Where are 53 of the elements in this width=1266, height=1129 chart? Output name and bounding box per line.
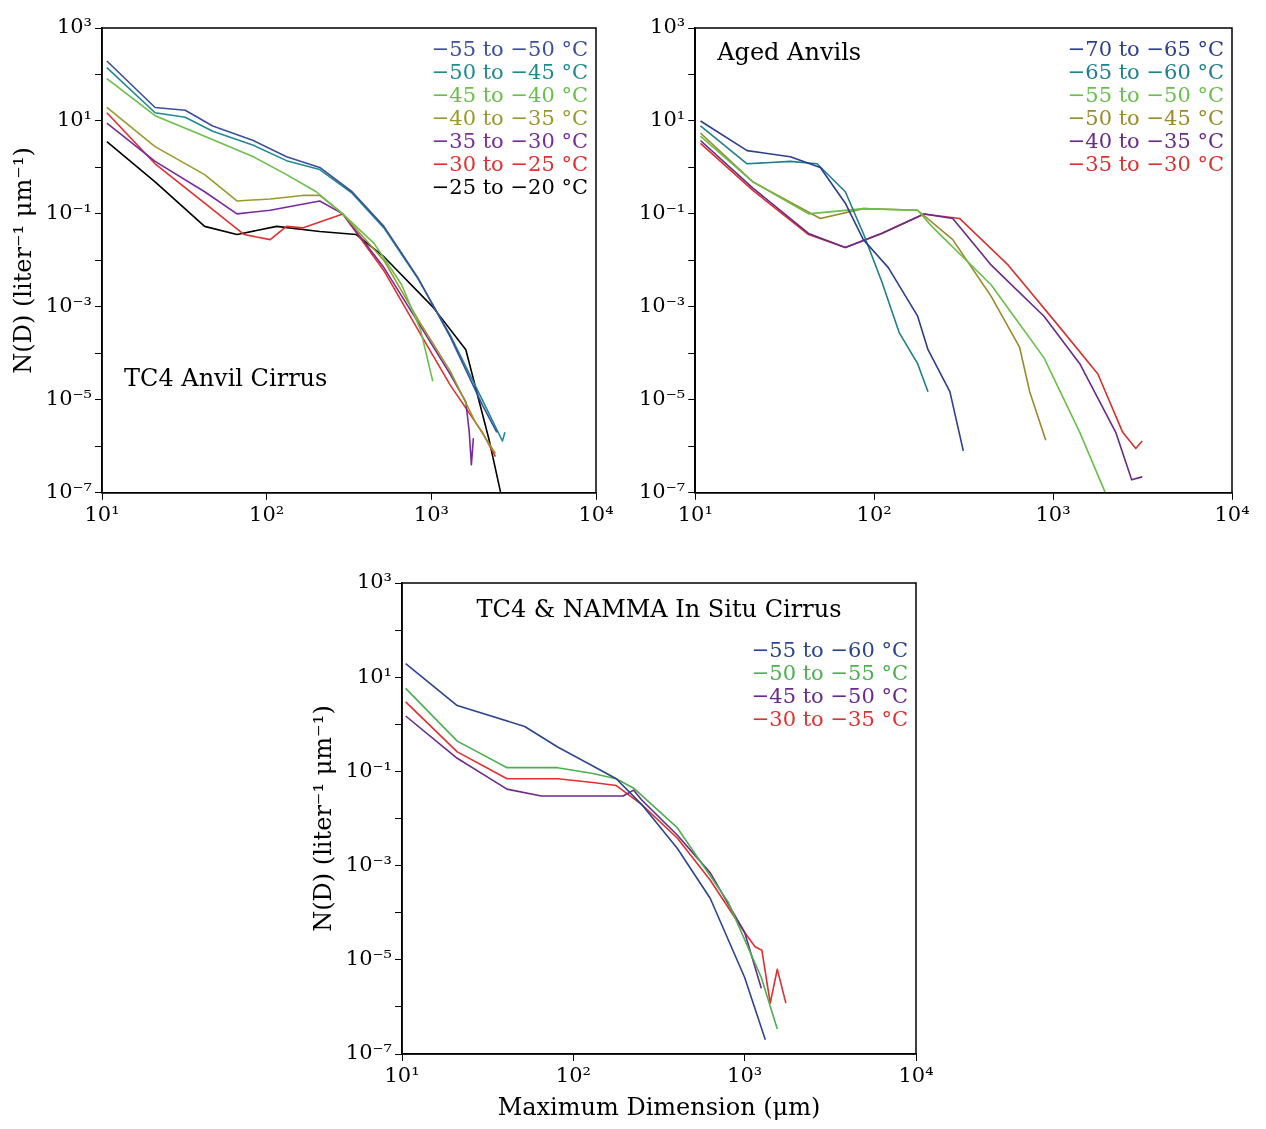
y-tick-label: 10⁻¹ xyxy=(345,757,393,782)
text: −55 to −60 °C xyxy=(751,637,908,662)
text: −45 to −40 °C xyxy=(431,82,588,107)
text: −70 to −65 °C xyxy=(1067,36,1224,61)
text: −65 to −60 °C xyxy=(1067,59,1224,84)
x-tick-label: 10² xyxy=(856,501,892,526)
x-tick-label: 10⁴ xyxy=(1214,501,1250,526)
x-tick-label: 10⁴ xyxy=(898,1063,934,1088)
y-tick-label: 10³ xyxy=(650,14,686,39)
text: −45 to −50 °C xyxy=(751,683,908,708)
y-tick-label: 10⁻⁵ xyxy=(45,386,93,411)
x-tick-label: 10³ xyxy=(413,501,449,526)
x-axis-title: Maximum Dimension (μm) xyxy=(497,1092,821,1121)
y-axis-title: N(D) (liter⁻¹ μm⁻¹) xyxy=(8,147,37,374)
text: −55 to −50 °C xyxy=(431,36,588,61)
x-tick-label: 10³ xyxy=(727,1063,763,1088)
x-tick-label: 10² xyxy=(249,501,285,526)
text: −35 to −30 °C xyxy=(431,128,588,153)
text: −50 to −55 °C xyxy=(751,660,908,685)
y-tick-label: 10⁻⁷ xyxy=(345,1040,393,1065)
text: −30 to −25 °C xyxy=(431,151,588,176)
y-tick-label: 10¹ xyxy=(650,107,686,132)
y-tick-label: 10⁻⁵ xyxy=(345,946,393,971)
y-tick-label: 10⁻³ xyxy=(345,852,393,877)
x-tick-label: 10² xyxy=(555,1063,591,1088)
y-tick-label: 10¹ xyxy=(356,663,393,688)
x-tick-label: 10⁴ xyxy=(578,501,614,526)
y-tick-label: 10⁻¹ xyxy=(45,200,93,225)
y-tick-label: 10⁻⁵ xyxy=(638,386,686,411)
x-tick-label: 10¹ xyxy=(384,1063,420,1088)
y-tick-label: 10⁻¹ xyxy=(638,200,686,225)
y-axis-title: N(D) (liter⁻¹ μm⁻¹) xyxy=(308,705,337,932)
text: −55 to −50 °C xyxy=(1067,82,1224,107)
y-tick-label: 10⁻⁷ xyxy=(638,479,686,504)
y-tick-label: 10⁻⁷ xyxy=(45,479,93,504)
x-tick-label: 10³ xyxy=(1035,501,1071,526)
text: −30 to −35 °C xyxy=(751,706,908,731)
text: −25 to −20 °C xyxy=(431,174,588,199)
text: −40 to −35 °C xyxy=(1067,128,1224,153)
text: TC4 & NAMMA In Situ Cirrus xyxy=(476,595,842,624)
y-tick-label: 10³ xyxy=(356,569,393,594)
text: −50 to −45 °C xyxy=(1067,105,1224,130)
text: −40 to −35 °C xyxy=(431,105,588,130)
y-tick-label: 10³ xyxy=(56,14,93,39)
text: Aged Anvils xyxy=(716,38,862,67)
y-tick-label: 10⁻³ xyxy=(638,293,686,318)
y-tick-label: 10¹ xyxy=(56,107,93,132)
y-tick-label: 10⁻³ xyxy=(45,293,93,318)
text: −35 to −30 °C xyxy=(1067,151,1224,176)
text: −50 to −45 °C xyxy=(431,59,588,84)
x-tick-label: 10¹ xyxy=(84,501,120,526)
x-tick-label: 10¹ xyxy=(677,501,713,526)
text: TC4 Anvil Cirrus xyxy=(124,364,328,393)
